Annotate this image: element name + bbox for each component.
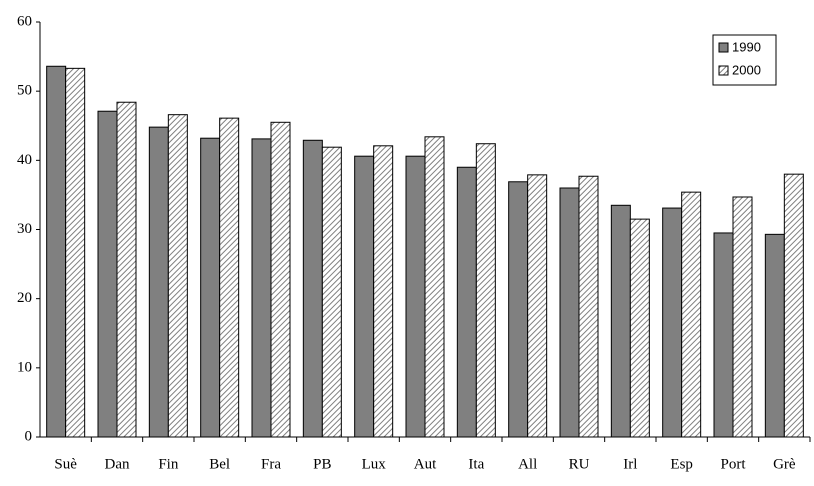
bar <box>321 146 342 438</box>
x-tick-label: Fin <box>158 456 179 472</box>
bar <box>148 126 169 438</box>
bar <box>116 101 137 438</box>
bar <box>373 145 394 438</box>
y-tick-label: 10 <box>17 359 32 375</box>
bar <box>424 136 445 438</box>
legend-swatch <box>718 65 729 76</box>
y-tick-label: 20 <box>17 290 32 306</box>
legend-label: 2000 <box>732 62 761 77</box>
bar <box>302 139 323 438</box>
bar <box>610 204 631 438</box>
bar <box>783 173 804 438</box>
x-tick-label: Ita <box>468 456 484 472</box>
bar <box>219 117 240 438</box>
bar <box>200 137 221 438</box>
bar <box>732 196 753 438</box>
bar <box>578 175 599 438</box>
bar <box>405 155 426 438</box>
bar <box>65 67 86 438</box>
bar <box>46 65 67 438</box>
y-tick-label: 0 <box>25 428 33 444</box>
bar <box>764 233 785 438</box>
x-tick-label: RU <box>569 456 590 472</box>
bar <box>508 181 529 438</box>
legend-swatch <box>718 42 729 53</box>
bar <box>713 232 734 438</box>
y-tick-label: 50 <box>17 83 32 99</box>
bar <box>681 191 702 438</box>
x-tick-label: Grè <box>773 456 796 472</box>
bar <box>662 207 683 438</box>
y-tick-label: 40 <box>17 152 32 168</box>
x-tick-label: Fra <box>261 456 281 472</box>
x-tick-label: Esp <box>670 456 693 472</box>
x-tick-label: Lux <box>362 456 387 472</box>
x-tick-label: All <box>518 456 537 472</box>
bar <box>629 218 650 438</box>
x-tick-label: PB <box>313 456 331 472</box>
x-tick-label: Aut <box>414 456 437 472</box>
bar <box>270 121 291 438</box>
bar <box>475 143 496 438</box>
bar <box>251 138 272 438</box>
bar <box>354 155 375 438</box>
y-tick-label: 30 <box>17 221 32 237</box>
bar <box>97 110 118 438</box>
legend-label: 1990 <box>732 39 761 54</box>
bar <box>559 187 580 438</box>
x-tick-label: Port <box>720 456 746 472</box>
x-tick-label: Irl <box>623 456 637 472</box>
x-tick-label: Suè <box>54 456 77 472</box>
bar <box>527 174 548 438</box>
x-tick-label: Bel <box>209 456 230 472</box>
y-tick-label: 60 <box>17 13 32 29</box>
bar <box>167 114 188 438</box>
bar <box>456 166 477 438</box>
x-tick-label: Dan <box>105 456 130 472</box>
